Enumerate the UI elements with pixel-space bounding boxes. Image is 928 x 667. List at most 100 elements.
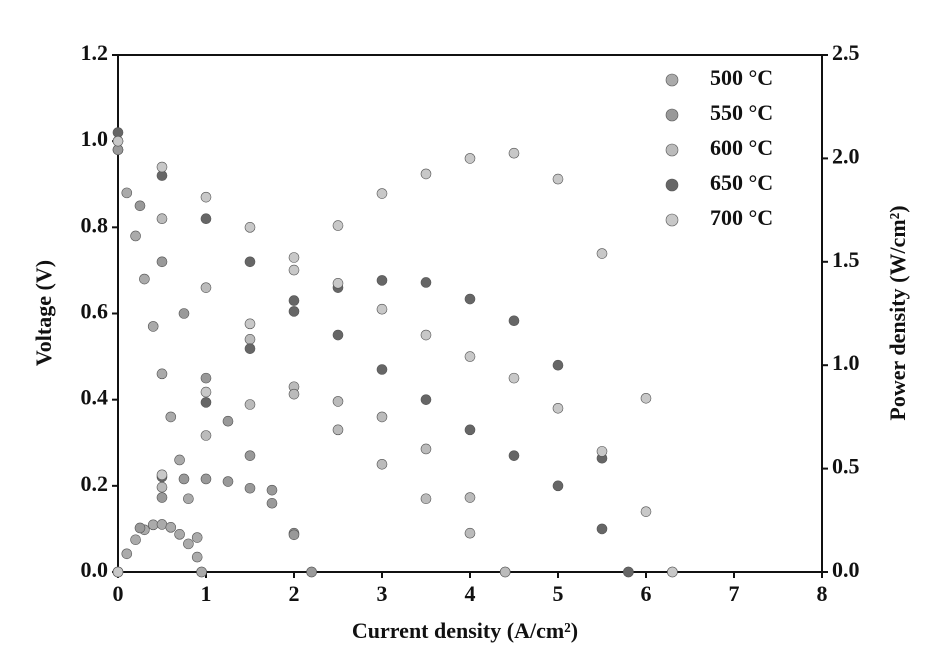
voltage-point <box>201 373 211 383</box>
voltage-point <box>148 321 158 331</box>
y-tick-label: 0.8 <box>81 212 109 237</box>
legend-label: 700 °C <box>710 205 773 230</box>
power-point <box>245 344 255 354</box>
voltage-point <box>183 494 193 504</box>
power-point <box>201 474 211 484</box>
voltage-point <box>421 395 431 405</box>
power-point <box>465 493 475 503</box>
legend-marker <box>666 214 678 226</box>
voltage-point <box>245 334 255 344</box>
voltage-point <box>245 257 255 267</box>
power-point <box>201 397 211 407</box>
voltage-point <box>139 274 149 284</box>
y-axis-label: Voltage (V) <box>31 260 56 366</box>
y-tick-label: 0.2 <box>81 471 109 496</box>
y-tick-label: 0.6 <box>81 299 109 324</box>
voltage-point <box>135 201 145 211</box>
y2-tick-label: 0.0 <box>832 557 860 582</box>
x-tick-label: 1 <box>201 581 212 606</box>
power-point <box>223 477 233 487</box>
voltage-point <box>122 188 132 198</box>
y-tick-label: 1.0 <box>81 126 109 151</box>
power-point <box>135 523 145 533</box>
voltage-point <box>157 214 167 224</box>
voltage-point <box>179 309 189 319</box>
power-point <box>267 498 277 508</box>
x-tick-label: 7 <box>729 581 740 606</box>
x-tick-label: 3 <box>377 581 388 606</box>
power-point <box>289 530 299 540</box>
voltage-point <box>509 373 519 383</box>
voltage-point <box>192 533 202 543</box>
power-point <box>245 483 255 493</box>
power-point <box>333 396 343 406</box>
voltage-point <box>157 369 167 379</box>
voltage-point <box>166 412 176 422</box>
x-tick-label: 8 <box>817 581 828 606</box>
voltage-point <box>113 136 123 146</box>
legend-marker <box>666 74 678 86</box>
legend-label: 550 °C <box>710 100 773 125</box>
power-point <box>667 567 677 577</box>
y2-axis-label: Power density (W/cm²) <box>885 205 910 420</box>
voltage-point <box>377 304 387 314</box>
x-tick-label: 6 <box>641 581 652 606</box>
power-point <box>245 319 255 329</box>
power-point <box>377 412 387 422</box>
voltage-point <box>157 257 167 267</box>
voltage-point <box>201 283 211 293</box>
power-point <box>421 277 431 287</box>
power-point <box>377 275 387 285</box>
power-point <box>122 549 132 559</box>
voltage-point <box>553 403 563 413</box>
power-point <box>131 535 141 545</box>
legend-label: 650 °C <box>710 170 773 195</box>
power-point <box>157 470 167 480</box>
power-point <box>157 482 167 492</box>
power-point <box>289 389 299 399</box>
power-point <box>421 169 431 179</box>
power-point <box>157 493 167 503</box>
x-tick-label: 4 <box>465 581 476 606</box>
voltage-point <box>597 524 607 534</box>
y2-tick-label: 2.5 <box>832 40 860 65</box>
y2-tick-label: 0.5 <box>832 454 860 479</box>
power-point <box>333 221 343 231</box>
power-point <box>553 174 563 184</box>
power-point <box>175 529 185 539</box>
x-tick-label: 0 <box>113 581 124 606</box>
power-point <box>465 153 475 163</box>
legend-marker <box>666 109 678 121</box>
y2-tick-label: 1.5 <box>832 247 860 272</box>
legend-label: 600 °C <box>710 135 773 160</box>
voltage-point <box>597 446 607 456</box>
voltage-point <box>157 162 167 172</box>
power-point <box>509 148 519 158</box>
voltage-point <box>377 365 387 375</box>
y2-tick-label: 2.0 <box>832 143 860 168</box>
power-point <box>166 522 176 532</box>
y-tick-label: 1.2 <box>81 40 109 65</box>
power-point <box>465 294 475 304</box>
power-point <box>157 519 167 529</box>
y-tick-label: 0.0 <box>81 557 109 582</box>
power-point <box>597 249 607 259</box>
power-point <box>113 567 123 577</box>
power-point <box>183 539 193 549</box>
voltage-point <box>377 459 387 469</box>
power-point <box>201 387 211 397</box>
power-point <box>641 393 651 403</box>
power-point <box>623 567 633 577</box>
voltage-point <box>333 425 343 435</box>
legend-label: 500 °C <box>710 65 773 90</box>
power-point <box>553 360 563 370</box>
voltage-point <box>267 485 277 495</box>
power-point <box>148 520 158 530</box>
voltage-point <box>465 352 475 362</box>
legend-marker <box>666 144 678 156</box>
power-point <box>307 567 317 577</box>
voltage-point <box>245 451 255 461</box>
x-tick-label: 5 <box>553 581 564 606</box>
